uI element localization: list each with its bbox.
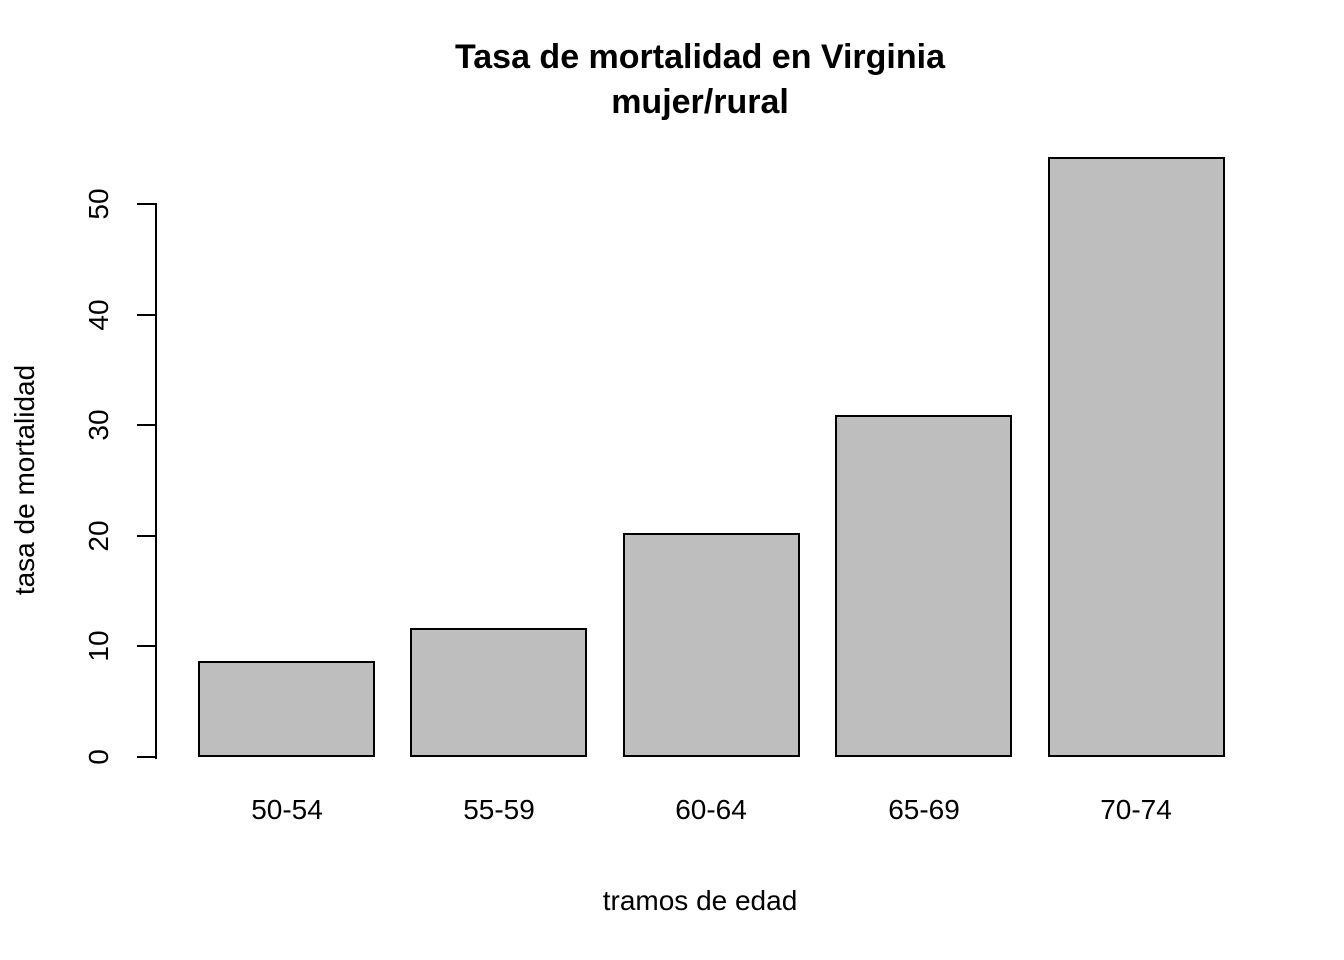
bar-55-59 <box>410 628 587 757</box>
y-axis-tick-label: 10 <box>83 630 114 662</box>
x-axis-category-label: 50-54 <box>251 794 323 825</box>
y-axis-tick <box>137 424 157 427</box>
y-axis-tick-label: 20 <box>83 520 114 552</box>
x-axis-category-label: 60-64 <box>675 794 747 825</box>
y-axis-tick <box>137 645 157 648</box>
chart-subtitle: mujer/rural <box>611 83 789 121</box>
bar-65-69 <box>835 415 1012 757</box>
y-axis-tick <box>137 534 157 537</box>
y-axis-title: tasa de mortalidad <box>9 364 40 596</box>
bar-50-54 <box>198 661 375 757</box>
y-axis-tick <box>137 756 157 758</box>
x-axis-category-label: 70-74 <box>1100 794 1172 825</box>
x-axis-category-label: 55-59 <box>463 794 535 825</box>
bar-60-64 <box>623 533 800 757</box>
y-axis-line <box>155 204 157 759</box>
chart-title-block: Tasa de mortalidad en Virginia mujer/rur… <box>157 35 1243 125</box>
y-axis-tick-label: 40 <box>83 299 114 331</box>
y-axis-tick-label: 0 <box>83 749 114 765</box>
y-axis-tick <box>137 203 157 206</box>
bar-70-74 <box>1048 157 1225 757</box>
y-axis-tick-label: 30 <box>83 409 114 441</box>
chart-title: Tasa de mortalidad en Virginia <box>455 38 945 76</box>
x-axis-category-label: 65-69 <box>888 794 960 825</box>
y-axis-tick <box>137 313 157 316</box>
x-axis-title: tramos de edad <box>602 885 798 916</box>
y-axis-tick-label: 50 <box>83 188 114 220</box>
